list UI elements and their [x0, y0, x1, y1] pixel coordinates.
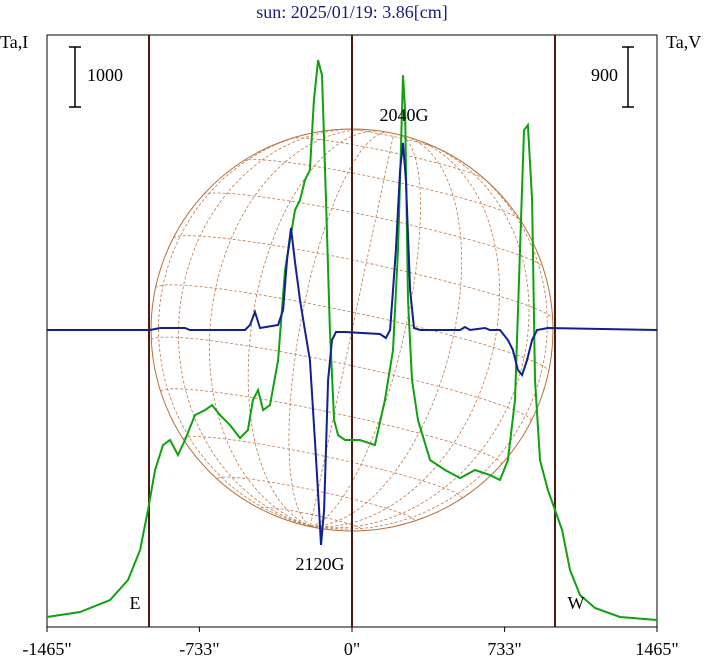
scale-bar-label: 900: [591, 65, 618, 85]
disk-grid-line: [310, 135, 462, 527]
scale-bar-label: 1000: [87, 65, 123, 85]
disk-grid-line: [310, 134, 421, 527]
x-tick-label: 733": [487, 639, 521, 659]
disk-grid-line: [183, 436, 462, 499]
disk-grid-line: [260, 507, 364, 530]
disk-grid-line: [310, 133, 395, 526]
chart-title: sun: 2025/01/19: 3.86[cm]: [256, 2, 448, 22]
disk-grid-line: [310, 138, 500, 528]
x-tick-label: -1465": [22, 639, 71, 659]
disk-grid-line: [202, 192, 544, 268]
x-tick-label: -733": [179, 639, 219, 659]
disk-grid-line: [288, 131, 389, 527]
annotation: 2040G: [380, 105, 429, 125]
y-axis-label: Ta,I: [0, 32, 28, 52]
series-line: [47, 142, 658, 546]
disk-grid-line: [243, 159, 521, 220]
disk-grid-line: [155, 284, 549, 372]
disk-grid-line: [345, 128, 441, 150]
disk-grid-line: [158, 130, 324, 527]
disk-grid-line: [247, 130, 384, 527]
x-tick-label: 1465": [635, 639, 678, 659]
disk-grid-line: [310, 159, 548, 530]
disk-grid-line: [178, 128, 358, 527]
disk-grid-line: [173, 235, 553, 319]
disk-grid-line: [150, 336, 532, 422]
scale-bar: [622, 46, 634, 108]
disk-grid-line: [209, 129, 372, 527]
x-tick-label: 0": [344, 639, 360, 659]
disk-grid-line: [291, 137, 486, 181]
series-line: [46, 59, 658, 621]
annotation: E: [130, 593, 141, 613]
annotation: W: [568, 593, 585, 613]
disk-grid-line: [310, 143, 530, 529]
scale-bar: [69, 46, 81, 108]
y2-axis-label: Ta,V: [666, 32, 701, 52]
annotation: 2120G: [296, 554, 345, 574]
